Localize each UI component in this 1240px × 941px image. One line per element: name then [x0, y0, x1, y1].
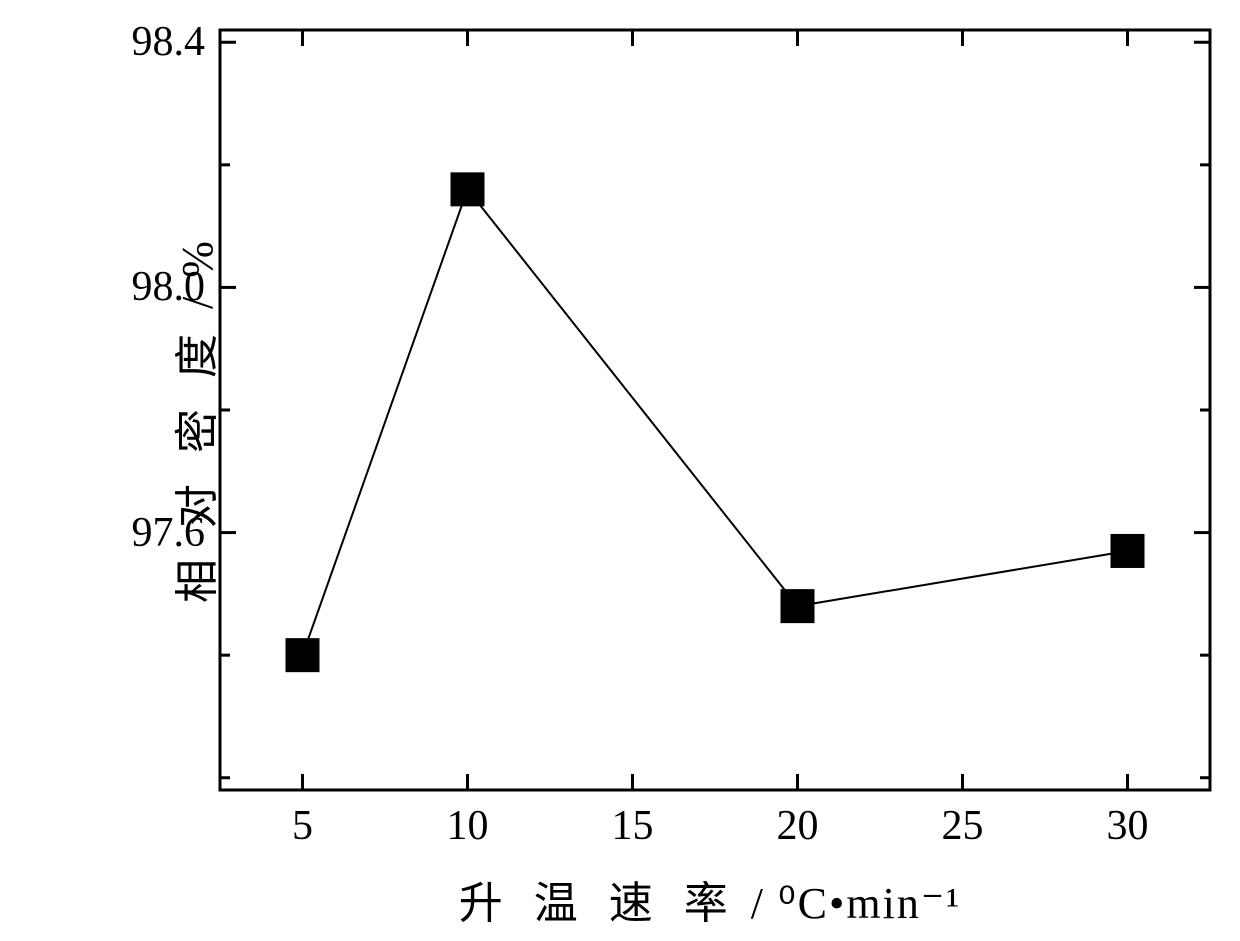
x-axis-label-unit: / ⁰C•min⁻¹: [738, 879, 961, 928]
x-axis-label: 升 温 速 率 / ⁰C•min⁻¹: [0, 867, 1240, 931]
x-tick-label: 20: [768, 802, 828, 850]
x-axis-label-text: 升 温 速 率: [459, 879, 738, 928]
x-tick-label: 15: [603, 802, 663, 850]
y-axis-label-text: 相 对 密 度: [173, 324, 222, 603]
x-tick-label: 10: [438, 802, 498, 850]
y-tick-label: 97.6: [132, 509, 206, 557]
y-tick-label: 98.4: [132, 18, 206, 66]
x-tick-label: 5: [273, 802, 333, 850]
chart-container: 相 对 密 度 / % 升 温 速 率 / ⁰C•min⁻¹ 97.698.09…: [0, 0, 1240, 941]
x-tick-label: 30: [1098, 802, 1158, 850]
x-tick-label: 25: [933, 802, 993, 850]
y-tick-label: 98.0: [132, 263, 206, 311]
